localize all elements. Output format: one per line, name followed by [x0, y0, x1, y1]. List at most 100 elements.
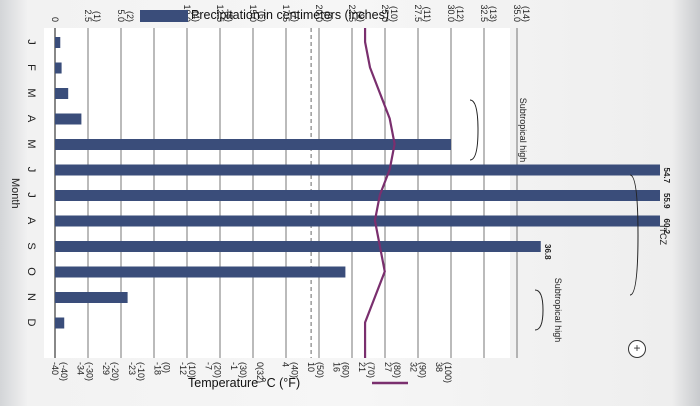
temp-tick-value: -18 [152, 362, 162, 375]
temp-tick-fahrenheit: (60) [341, 362, 351, 378]
temp-tick-label: -23 (-10) [127, 362, 146, 381]
precip-tick-inches: (9) [356, 11, 366, 22]
annotation-itcz: ITCZ [658, 225, 668, 245]
temp-tick-fahrenheit: (40) [289, 362, 299, 378]
bar-value-label: 55.9 [662, 193, 671, 209]
precip-tick-label: 15.0 (6) [248, 4, 267, 22]
precip-tick-inches: (2) [125, 11, 135, 22]
temp-tick-fahrenheit: (90) [417, 362, 427, 378]
precip-bar [55, 37, 61, 48]
temp-tick-value: 0(32) [255, 362, 265, 383]
precip-tick-inches: (13) [488, 6, 498, 22]
precip-tick-inches: (11) [422, 7, 432, 22]
annotation-subtropical-high-left: Subtropical high [518, 98, 528, 163]
annotation-subtropical-high-right: Subtropical high [553, 278, 563, 343]
precip-tick-value: 30.0 [446, 4, 456, 22]
month-label: F [25, 64, 37, 71]
precip-tick-inches: (8) [323, 11, 333, 22]
month-label: S [25, 242, 37, 249]
temp-tick-value: 10 [306, 362, 316, 372]
precip-tick-label: 12.5 (5) [215, 4, 234, 22]
month-label: A [25, 217, 37, 225]
precip-tick-label: 5.0 (2) [116, 9, 135, 22]
month-label: O [25, 267, 37, 276]
month-label: J [25, 39, 37, 45]
month-label: D [25, 319, 37, 327]
month-label: N [25, 293, 37, 301]
bar-value-label: 36.8 [543, 244, 552, 260]
temp-tick-fahrenheit: (-20) [110, 362, 120, 381]
precip-tick-inches: (14) [521, 6, 531, 22]
temp-tick-value: 32 [408, 362, 418, 372]
precip-tick-inches: (4) [191, 11, 201, 22]
bar-layer [55, 37, 660, 329]
bracket-subtropical-high-right [534, 289, 544, 331]
temp-tick-label: -34 (-30) [76, 362, 95, 381]
precip-tick-inches: (7) [290, 11, 300, 22]
temp-tick-fahrenheit: (-30) [85, 362, 95, 381]
tick-layer: 02.5(1)5.0(2)7.5(3)10.0(4)12.5(5)15.0(6)… [25, 4, 531, 383]
temp-tick-value: -12 [178, 362, 188, 375]
precip-tick-label: 30.0 (12) [446, 4, 465, 22]
precip-bar [55, 292, 128, 303]
precip-tick-label: 20.0 (8) [314, 4, 333, 22]
bracket-itcz [629, 174, 639, 296]
bracket-subtropical-high-left [469, 99, 479, 161]
month-label: A [25, 115, 37, 123]
month-label: M [25, 88, 37, 97]
precip-tick-value: 20.0 [314, 4, 324, 22]
temp-tick-label: 10 (50) [306, 362, 325, 378]
precip-tick-label: 0 [50, 17, 60, 22]
precip-bar [55, 266, 346, 278]
temp-tick-label: 21 (70) [357, 362, 376, 378]
temp-tick-label: 32 (90) [408, 362, 427, 378]
zoom-in-icon[interactable]: + [628, 340, 646, 358]
temp-tick-value: -29 [101, 362, 111, 375]
temp-tick-fahrenheit: (50) [315, 362, 325, 378]
precip-tick-label: 17.5 (7) [281, 4, 300, 22]
temp-tick-label: 38 (100) [434, 362, 453, 383]
precip-tick-value: 5.0 [116, 9, 126, 22]
temp-tick-label: -12 (10) [178, 362, 197, 378]
precip-bar [55, 113, 82, 125]
precip-tick-inches: (12) [455, 6, 465, 22]
temp-tick-value: 27 [383, 362, 393, 372]
x-axis-label: Month [9, 178, 21, 209]
month-label: M [25, 139, 37, 148]
month-label: J [25, 192, 37, 198]
temp-tick-value: 4 [280, 362, 290, 367]
temp-legend-label: Temperature °C (°F) [188, 376, 301, 390]
temp-tick-fahrenheit: (0) [161, 362, 171, 373]
temp-tick-value: -7 [204, 362, 214, 370]
temp-tick-label: 4 (40) [280, 362, 299, 378]
precip-tick-value: 32.5 [479, 4, 489, 22]
temp-tick-fahrenheit: (80) [392, 362, 402, 378]
precip-tick-label: 32.5 (13) [479, 4, 498, 22]
precip-tick-label: 22.5 (9) [347, 4, 366, 22]
precip-tick-value: 15.0 [248, 4, 258, 22]
temp-tick-value: -1 [229, 362, 239, 370]
temp-tick-fahrenheit: (10) [187, 362, 197, 378]
temp-tick-fahrenheit: (-40) [59, 362, 69, 381]
precip-bar [55, 241, 541, 252]
precip-tick-value: 0 [50, 17, 60, 22]
precip-tick-value: 35.0 [512, 4, 522, 22]
precip-tick-value: 22.5 [347, 4, 357, 22]
bar-value-label: 60.2 [662, 219, 671, 235]
precip-tick-value: 12.5 [215, 4, 225, 22]
temp-tick-label: -18 (0) [152, 362, 171, 375]
temp-tick-fahrenheit: (20) [213, 362, 223, 378]
temp-tick-value: -23 [127, 362, 137, 375]
precip-legend-swatch [140, 10, 188, 22]
temp-tick-fahrenheit: (-10) [136, 362, 146, 381]
precip-bar [55, 164, 660, 176]
temp-tick-value: 16 [332, 362, 342, 372]
temp-tick-value: -34 [76, 362, 86, 375]
annotation-layer: 54.7 55.9 60.2 36.8 Subtropical high ITCZ Subt… [469, 98, 671, 343]
precip-bar [55, 139, 451, 150]
precip-tick-inches: (5) [224, 11, 234, 22]
temp-tick-label: -7 (20) [204, 362, 223, 378]
bar-value-label: 54.7 [662, 168, 671, 184]
